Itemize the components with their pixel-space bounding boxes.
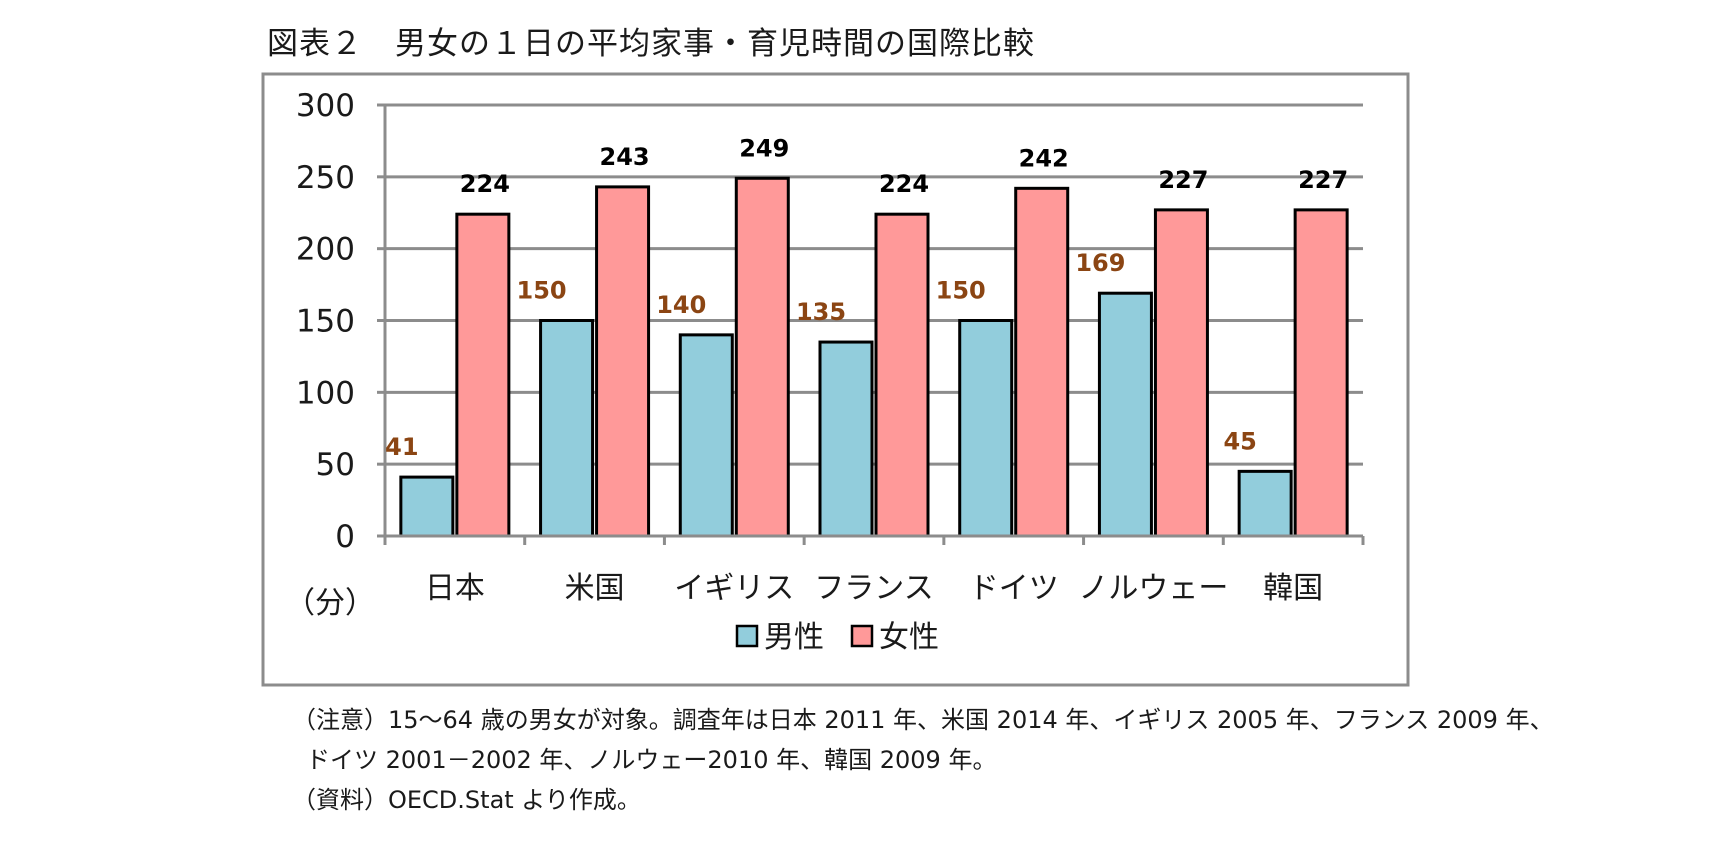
data-label: 224 (879, 170, 929, 198)
legend-label: 男性 (764, 620, 824, 655)
x-tick-label: 日本 (425, 571, 485, 606)
y-tick-label: 150 (296, 304, 355, 340)
x-tick-label: 米国 (565, 571, 625, 606)
data-label: 169 (1075, 249, 1125, 277)
bar-male (399, 475, 455, 538)
legend-label: 女性 (879, 620, 939, 655)
data-label: 150 (936, 277, 986, 305)
data-label: 224 (460, 170, 510, 198)
y-tick-label: 200 (296, 232, 355, 268)
legend-swatch (735, 624, 759, 648)
bar-female (874, 212, 930, 538)
y-axis-unit-label: （分） (285, 586, 375, 621)
bar-female (1293, 208, 1349, 538)
x-tick-label: ドイツ (969, 571, 1059, 606)
chart-title: 図表２ 男女の１日の平均家事・育児時間の国際比較 (267, 26, 1035, 62)
y-tick-label: 100 (296, 375, 355, 411)
y-tick-label: 250 (296, 160, 355, 196)
data-label: 135 (796, 298, 846, 326)
data-label: 242 (1019, 144, 1069, 172)
y-tick-label: 300 (296, 88, 355, 124)
footnote-note: （注意）15～64 歳の男女が対象。調査年は日本 2011 年、米国 2014 … (292, 706, 1554, 734)
x-tick-label: フランス (814, 571, 933, 606)
bar-male (678, 333, 734, 538)
bar-female (1014, 186, 1070, 538)
bar-female (1153, 208, 1209, 538)
bar-male (1237, 469, 1293, 538)
bar-female (734, 176, 790, 538)
legend: 男性 女性 (735, 620, 939, 655)
data-label: 140 (656, 291, 706, 319)
bar-male (818, 340, 874, 538)
x-tick-label: ノルウェー (1078, 571, 1228, 606)
bar-male (958, 319, 1014, 538)
x-tick-label: イギリス (674, 571, 794, 606)
data-label: 249 (739, 134, 789, 162)
data-label: 227 (1158, 166, 1208, 194)
data-label: 41 (385, 433, 418, 461)
data-label: 45 (1223, 427, 1256, 455)
y-tick-label: 50 (316, 447, 355, 483)
data-label: 243 (600, 143, 650, 171)
data-label: 227 (1298, 166, 1348, 194)
x-tick-label: 韓国 (1263, 571, 1323, 606)
legend-swatch (850, 624, 874, 648)
axes: 0 50 100 150 200 250 300 日本 米国 イギリス フランス ドイツ ノルウェー 韓国 (296, 88, 1365, 606)
data-label: 150 (517, 277, 567, 305)
bar-female (455, 212, 511, 538)
y-tick-label: 0 (335, 519, 355, 555)
bars (399, 176, 1349, 538)
data-labels: 41 224 150 243 140 249 135 224 150 242 169 227 45 227 (385, 134, 1348, 461)
bar-male (539, 319, 595, 538)
footnote-source: （資料）OECD.Stat より作成。 (292, 786, 641, 814)
footnote-years: ドイツ 2001－2002 年、ノルウェー2010 年、韓国 2009 年。 (306, 746, 997, 774)
bar-female (595, 185, 651, 538)
bar-male (1097, 291, 1153, 538)
